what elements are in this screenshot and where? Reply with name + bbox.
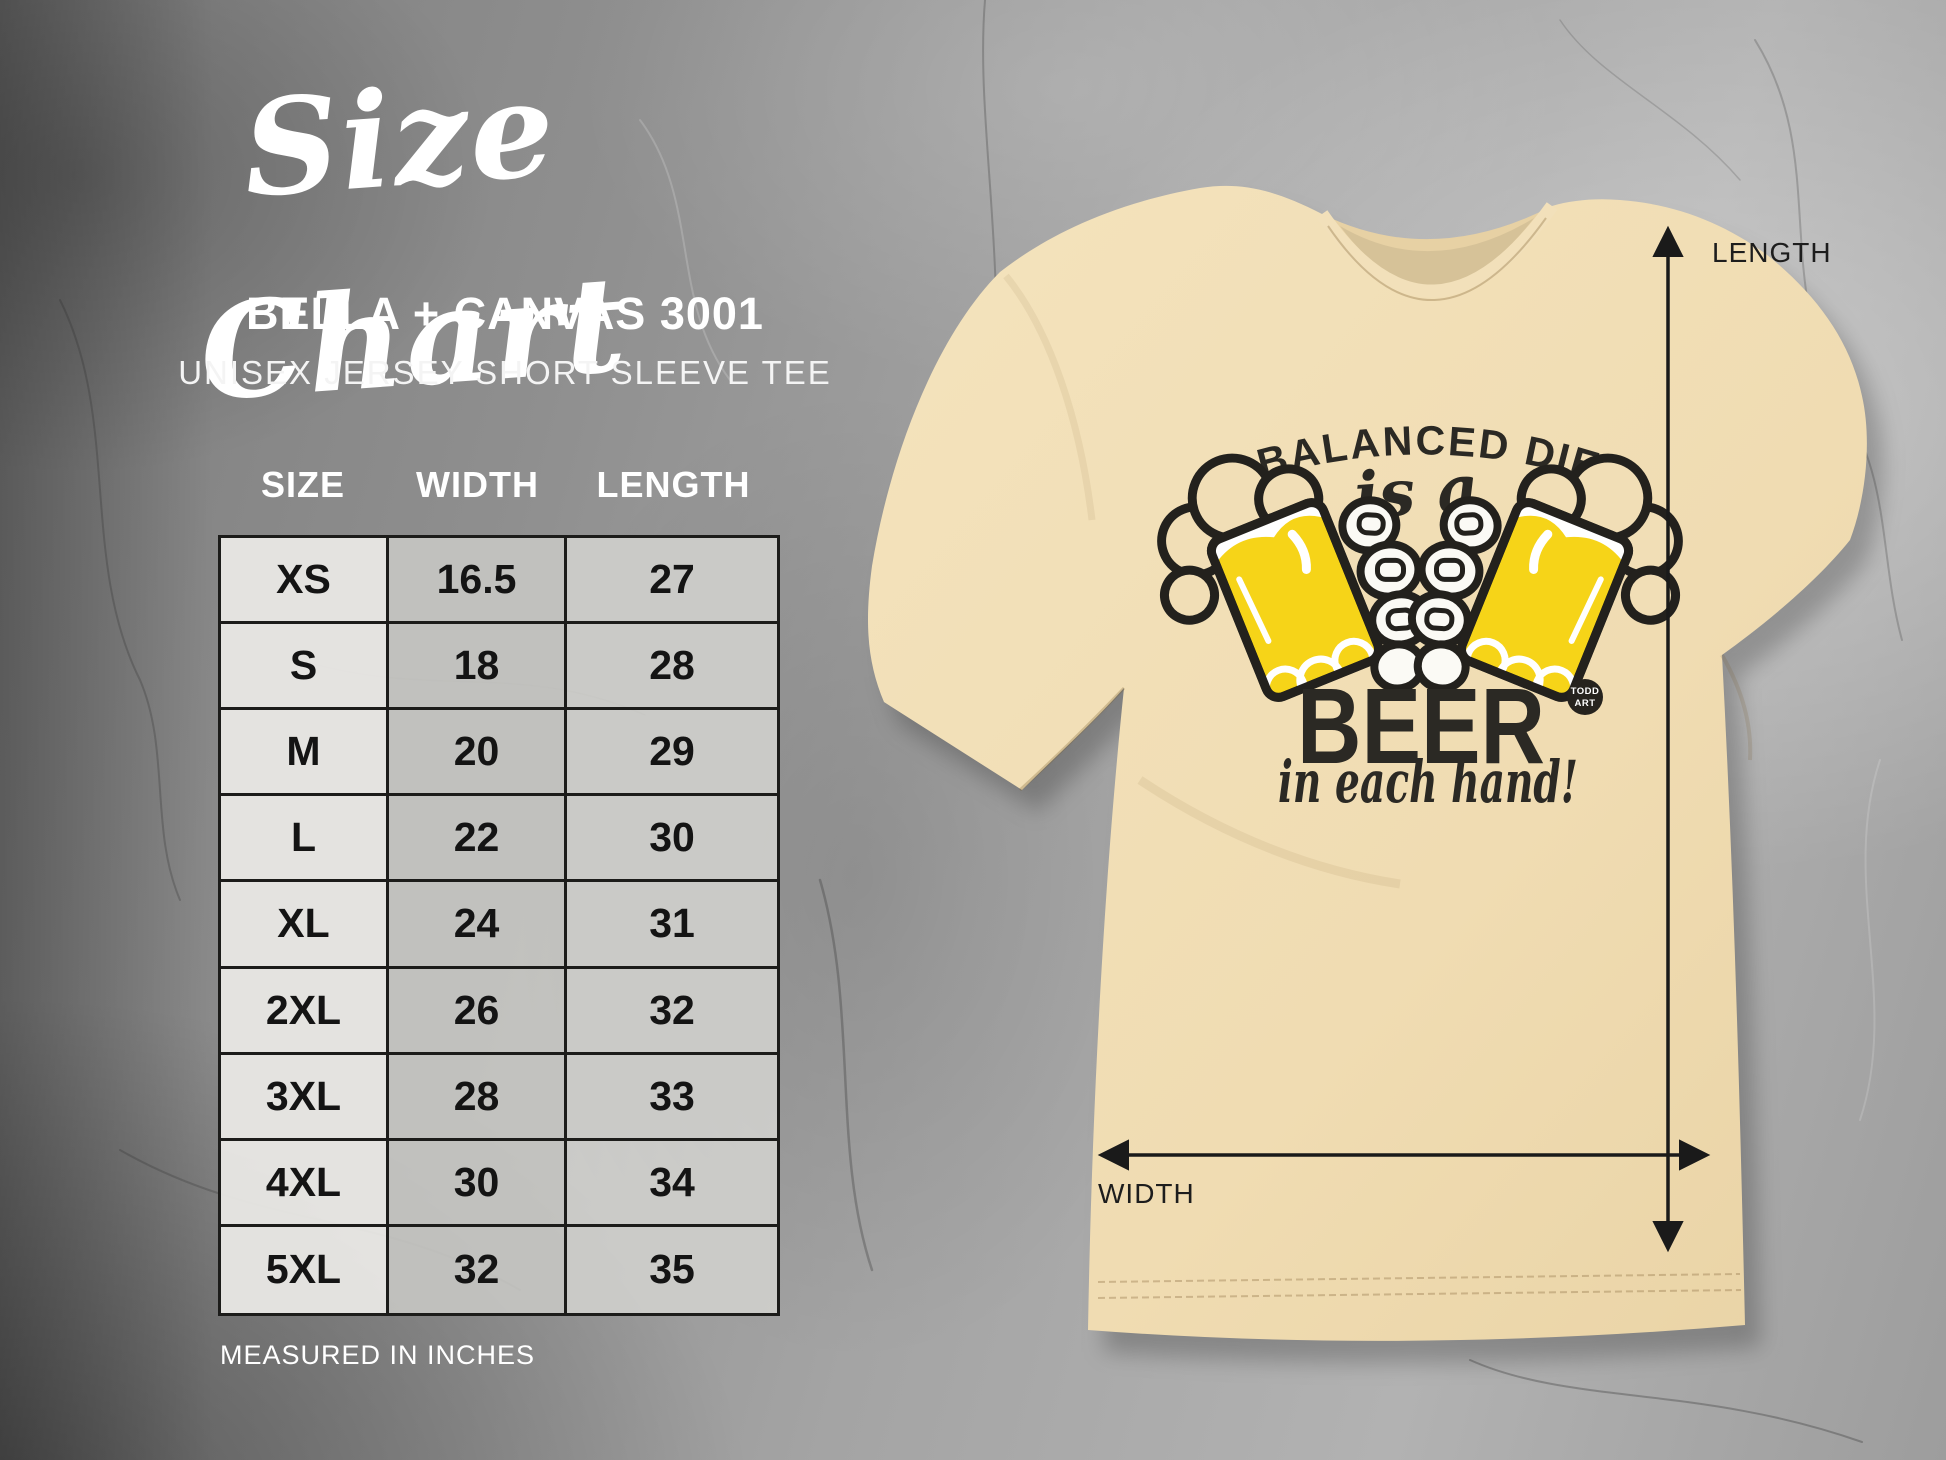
table-cell: 32 — [389, 1226, 567, 1313]
table-cell: 28 — [389, 1054, 567, 1141]
table-cell: 30 — [389, 1140, 567, 1227]
table-cell: S — [221, 624, 389, 711]
table-cell: 22 — [389, 796, 567, 883]
table-cell: 4XL — [221, 1140, 389, 1227]
table-cell: 2XL — [221, 968, 389, 1055]
table-cell: 27 — [567, 538, 777, 625]
table-cell: 16.5 — [389, 538, 567, 625]
fabric-creases — [1003, 273, 1753, 1299]
table-cell: 29 — [567, 710, 777, 797]
column-header-length: LENGTH — [596, 464, 751, 505]
width-label: WIDTH — [1098, 1178, 1195, 1209]
collar — [1316, 202, 1558, 301]
column-header-width: WIDTH — [416, 464, 539, 505]
artist-badge: TODD ART — [1567, 679, 1603, 715]
badge-line2: ART — [1574, 698, 1595, 709]
badge-line1: TODD — [1571, 686, 1600, 697]
measurement-annotations: LENGTH WIDTH — [1097, 225, 1832, 1253]
table-cell: 35 — [567, 1226, 777, 1313]
table-cell: 33 — [567, 1054, 777, 1141]
table-cell: 24 — [389, 882, 567, 969]
table-cell: M — [221, 710, 389, 797]
table-cell: 20 — [389, 710, 567, 797]
column-header-size: SIZE — [260, 464, 345, 505]
fist-right — [1407, 496, 1502, 693]
units-footnote: MEASURED IN INCHES — [220, 1340, 536, 1370]
script-in-each-hand: in each hand! — [1278, 748, 1578, 816]
table-cell: L — [221, 796, 389, 883]
table-cell: 26 — [389, 968, 567, 1055]
table-cell: 5XL — [221, 1226, 389, 1313]
table-cell: 34 — [567, 1140, 777, 1227]
product-line: UNISEX JERSEY SHORT SLEEVE TEE — [178, 354, 832, 391]
fist-left — [1338, 496, 1433, 693]
table-cell: 18 — [389, 624, 567, 711]
table-cell: 3XL — [221, 1054, 389, 1141]
table-cell: XS — [221, 538, 389, 625]
beer-mug-left — [1157, 453, 1394, 743]
table-cell: 28 — [567, 624, 777, 711]
table-cell: XL — [221, 882, 389, 969]
subtitle-block: BELLA + CANVAS 3001 UNISEX JERSEY SHORT … — [130, 288, 880, 392]
big-word-beer: BEER — [1297, 665, 1545, 786]
size-table: XS 16.5 27 S 18 28 M 20 29 L 22 30 XL 24… — [218, 535, 780, 1316]
length-label: LENGTH — [1712, 237, 1832, 268]
table-cell: 32 — [567, 968, 777, 1055]
table-cell: 31 — [567, 882, 777, 969]
tshirt-mockup: A BALANCED DIET is a — [868, 185, 1883, 1363]
table-cell: 30 — [567, 796, 777, 883]
brand-line: BELLA + CANVAS 3001 — [246, 288, 764, 339]
